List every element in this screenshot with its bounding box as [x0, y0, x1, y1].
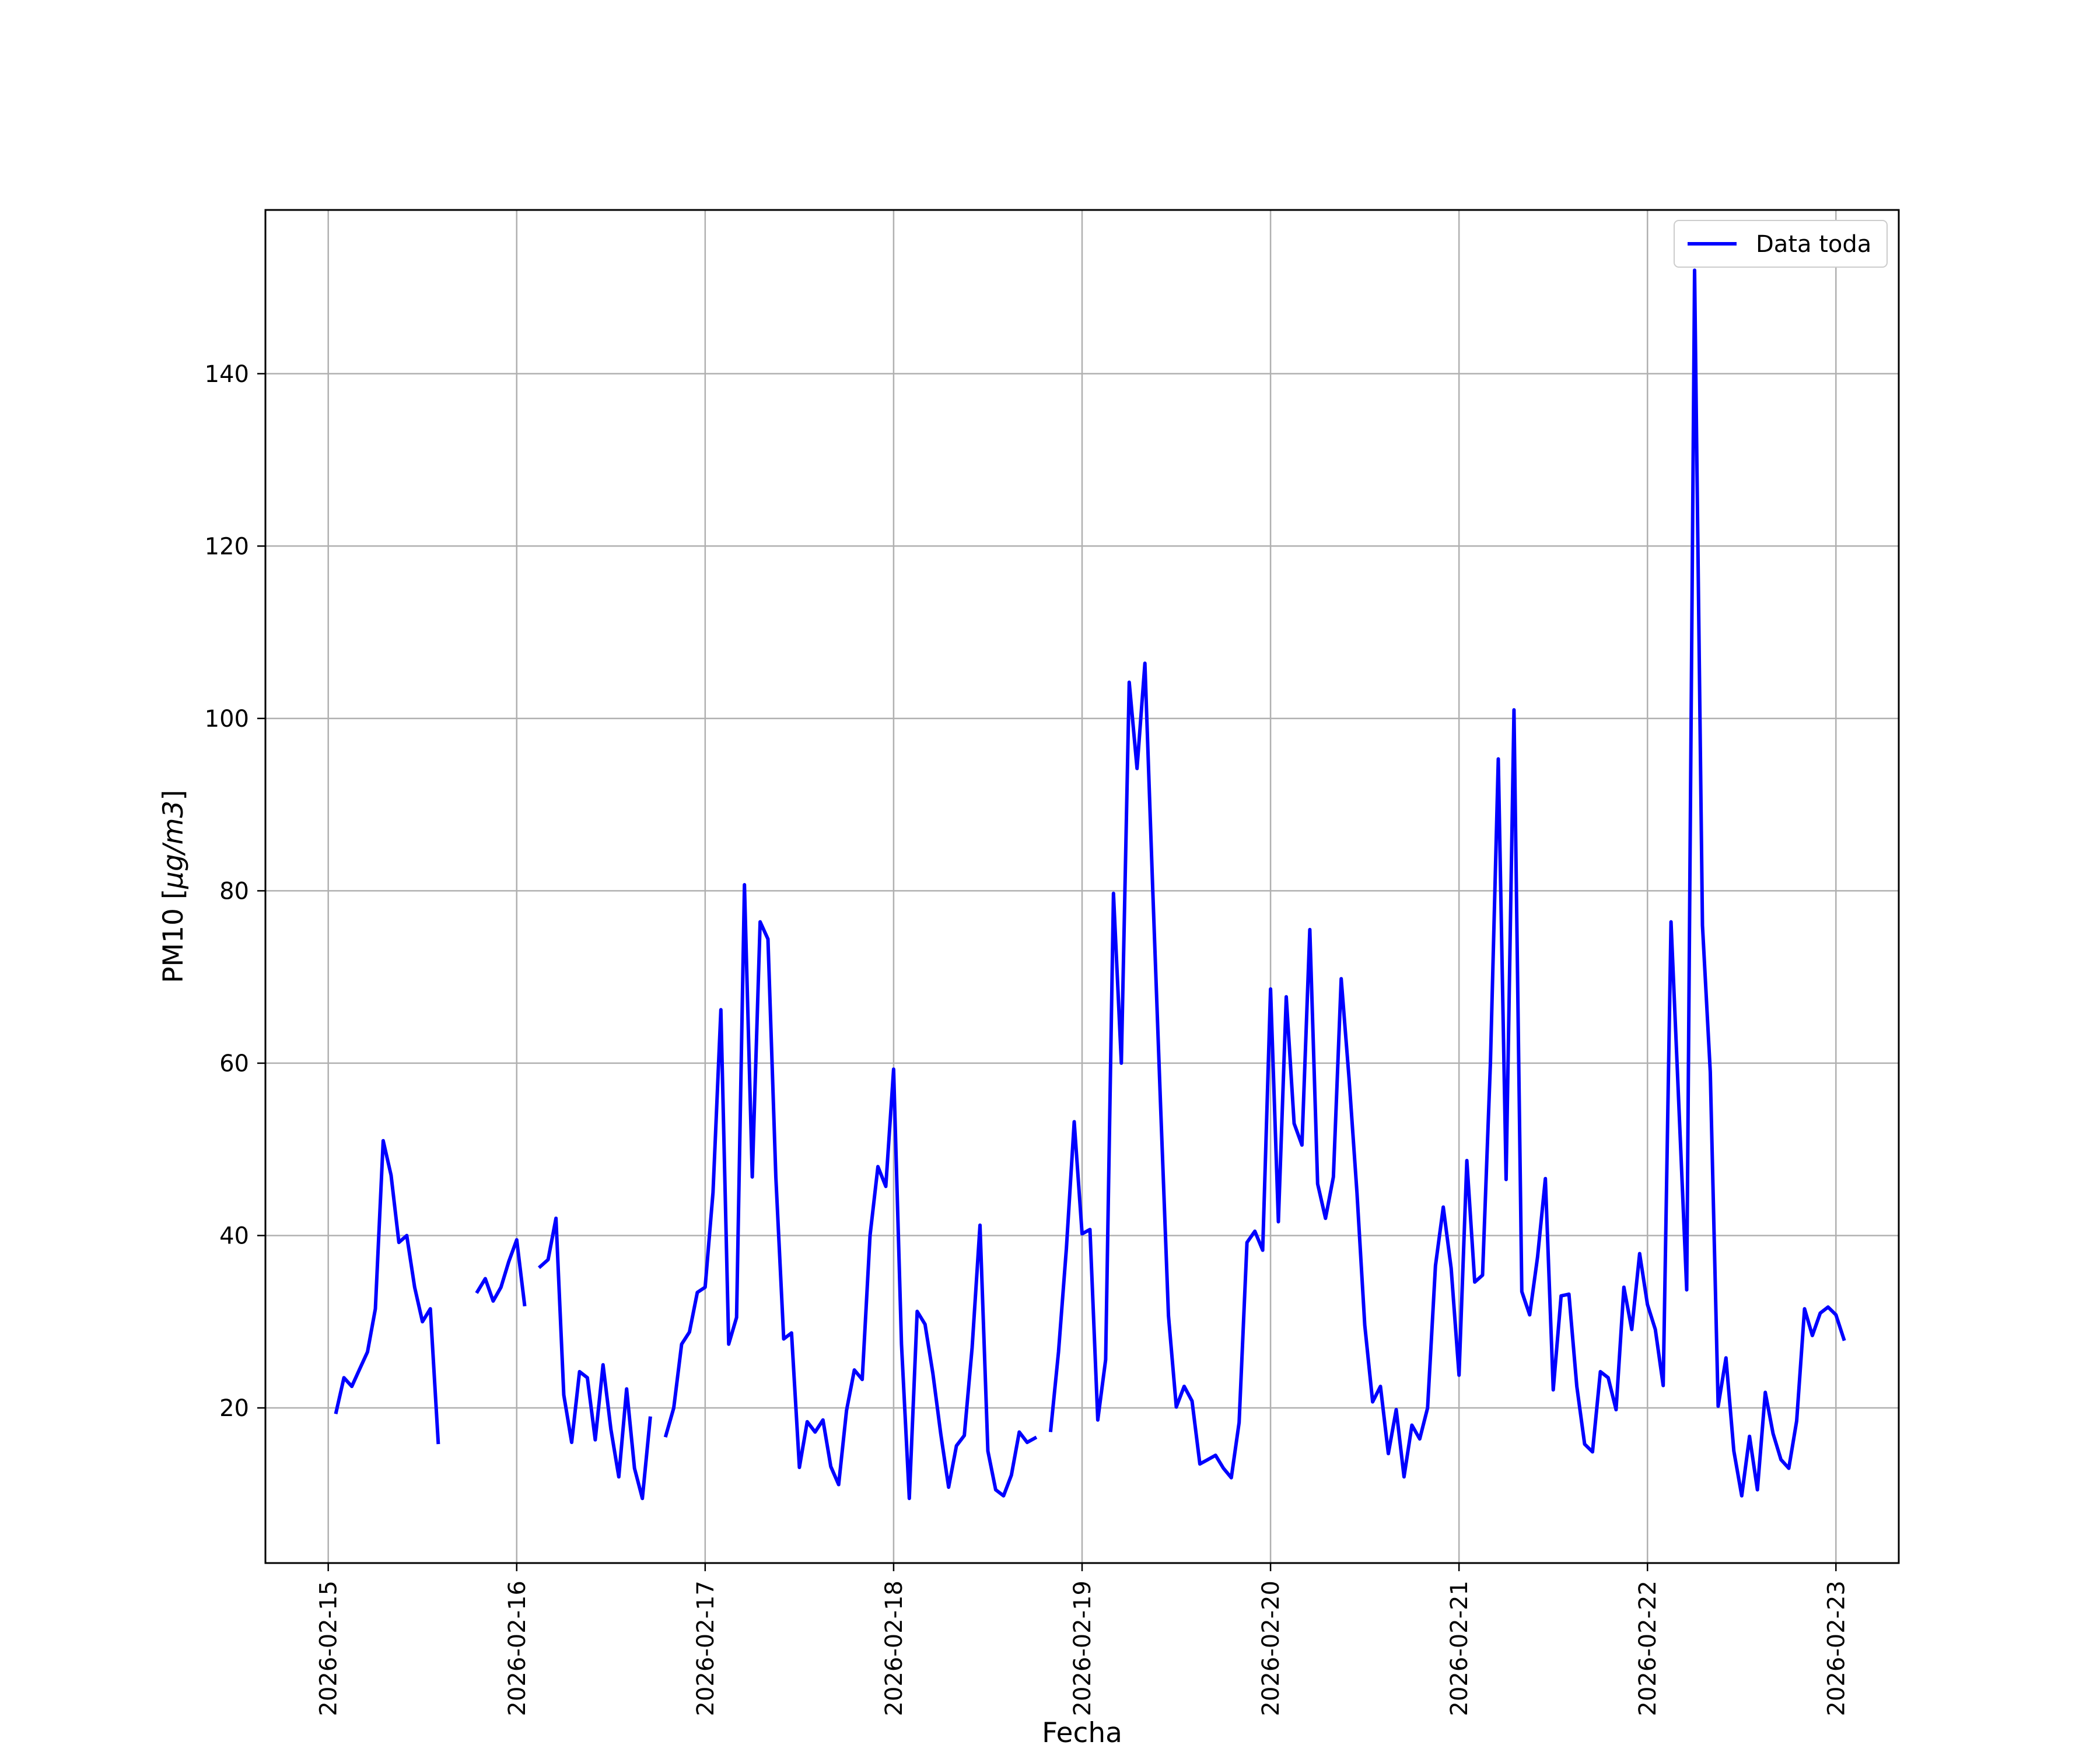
- grid-lines: [265, 210, 1899, 1563]
- y-tick-label: 20: [219, 1395, 249, 1422]
- x-axis-label: Fecha: [1042, 1717, 1122, 1749]
- legend-label: Data toda: [1756, 231, 1871, 258]
- series-line-segment: [663, 883, 1038, 1501]
- y-tick-label: 100: [205, 706, 249, 733]
- data-series: [334, 268, 1846, 1501]
- x-tick-label: 2026-02-19: [1069, 1581, 1096, 1716]
- x-tick-label: 2026-02-15: [316, 1581, 342, 1716]
- x-tick-label: 2026-02-21: [1446, 1581, 1473, 1716]
- x-tick-label: 2026-02-23: [1823, 1581, 1850, 1716]
- y-tick-label: 40: [219, 1222, 249, 1249]
- x-tick-label: 2026-02-17: [692, 1581, 719, 1716]
- y-tick-label: 140: [205, 361, 249, 388]
- x-tick-label: 2026-02-20: [1258, 1581, 1284, 1716]
- legend-box: [1674, 220, 1888, 268]
- x-axis-ticks: 2026-02-15 2026-02-16 2026-02-17 2026-02-18…: [316, 1563, 1850, 1716]
- x-tick-label: 2026-02-18: [881, 1581, 908, 1716]
- x-tick-label: 2026-02-22: [1634, 1581, 1661, 1716]
- y-tick-label: 60: [219, 1050, 249, 1077]
- y-tick-label: 120: [205, 533, 249, 560]
- series-line-segment: [1048, 268, 1846, 1498]
- x-tick-label: 2026-02-16: [504, 1581, 531, 1716]
- series-line-segment: [537, 1216, 652, 1501]
- y-axis-ticks: 20 40 60 80 100 120 140: [205, 361, 265, 1422]
- series-line-segment: [475, 1238, 527, 1307]
- y-axis-label: PM10 [μg/m3]: [158, 790, 190, 983]
- series-line-segment: [334, 1138, 440, 1445]
- legend: Data toda: [1674, 220, 1888, 268]
- y-tick-label: 80: [219, 878, 249, 905]
